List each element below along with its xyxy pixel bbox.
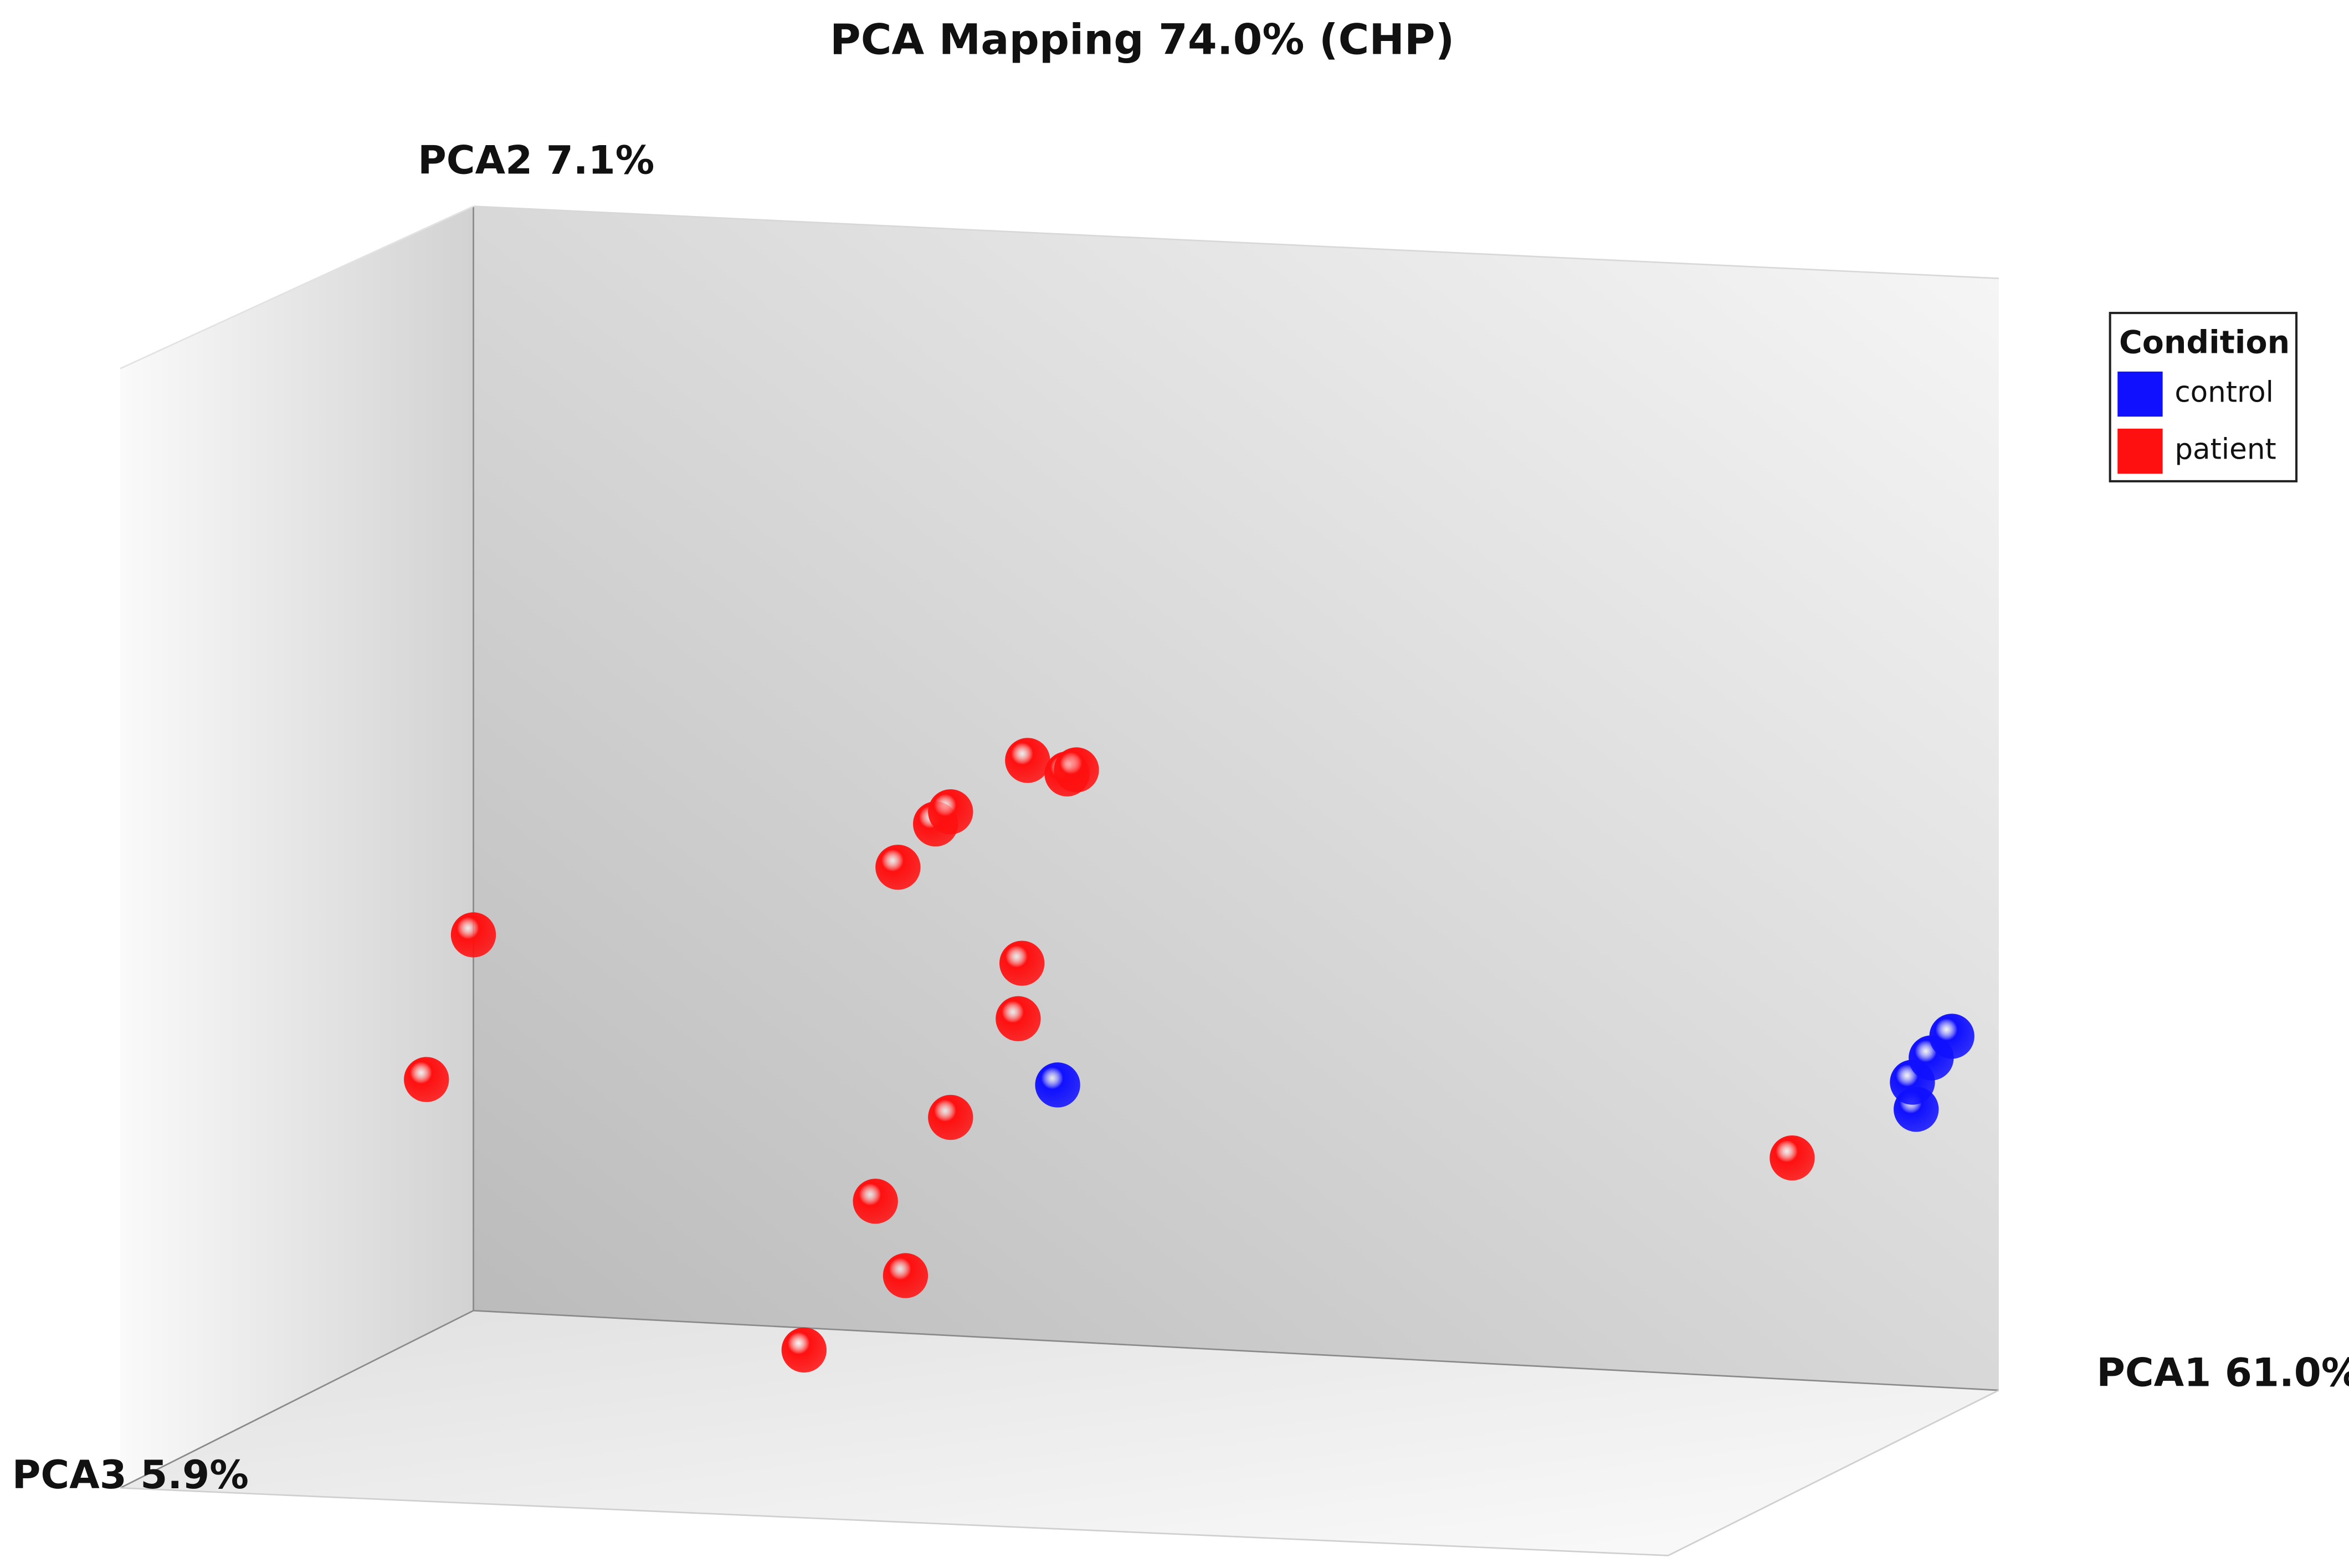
axis-label: PCA3 5.9% — [12, 1452, 249, 1498]
point — [883, 1253, 929, 1298]
point — [450, 912, 496, 958]
point — [928, 789, 973, 835]
legend-label: patient — [2174, 433, 2276, 466]
left-wall — [120, 206, 474, 1488]
box-edges — [120, 205, 1999, 1556]
legend-label: control — [2174, 376, 2274, 409]
point — [853, 1179, 898, 1224]
legend-swatch — [2117, 428, 2163, 474]
point — [875, 845, 921, 890]
legend: Condition control patient — [2109, 312, 2298, 482]
axis-label: PCA2 7.1% — [418, 137, 654, 183]
point — [996, 996, 1041, 1041]
point — [1054, 747, 1099, 793]
point — [1770, 1135, 1815, 1181]
point — [781, 1327, 827, 1373]
point — [1929, 1014, 1974, 1059]
axis-label: PCA1 61.0% — [2096, 1350, 2349, 1395]
legend-title: Condition — [2119, 325, 2290, 361]
point — [404, 1057, 449, 1102]
legend-swatch — [2117, 371, 2163, 417]
point — [928, 1094, 973, 1140]
plot-area — [404, 738, 1974, 1373]
back-wall — [473, 206, 1999, 1391]
point — [1005, 738, 1050, 783]
floor — [120, 1310, 1999, 1556]
chart-title: PCA Mapping 74.0% (CHP) — [830, 16, 1454, 64]
point — [999, 940, 1045, 986]
point — [1035, 1062, 1080, 1108]
